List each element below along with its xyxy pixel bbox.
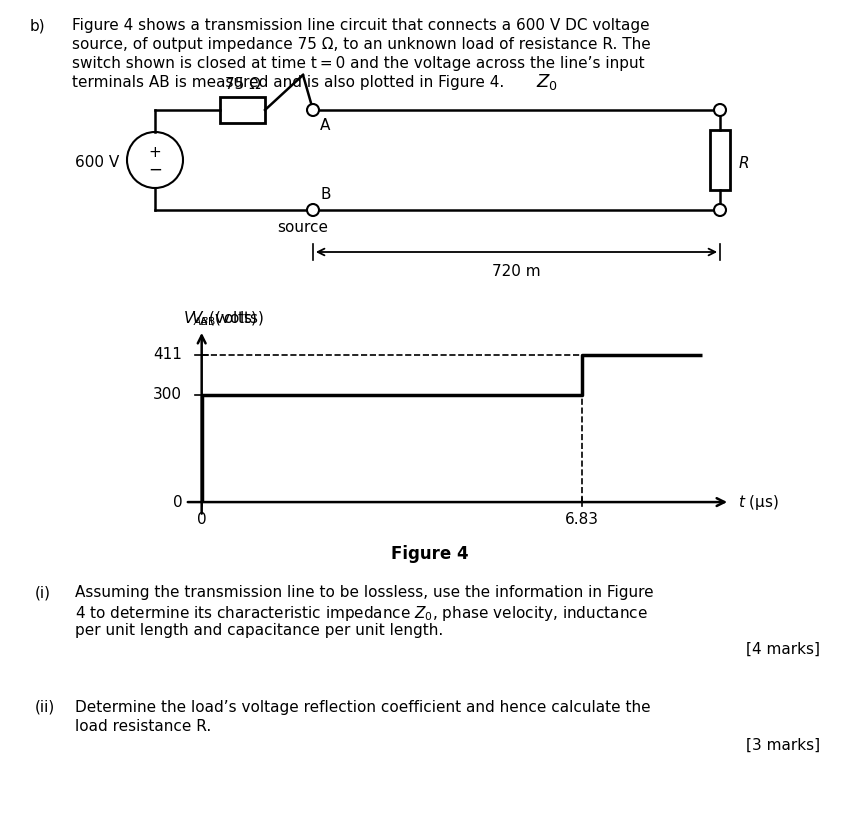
Text: −: − <box>148 161 162 179</box>
Text: Figure 4 shows a transmission line circuit that connects a 600 V DC voltage: Figure 4 shows a transmission line circu… <box>72 18 649 33</box>
Text: Assuming the transmission line to be lossless, use the information in Figure: Assuming the transmission line to be los… <box>75 585 654 600</box>
Circle shape <box>307 204 319 216</box>
Text: [4 marks]: [4 marks] <box>746 642 820 657</box>
Text: [3 marks]: [3 marks] <box>746 738 820 753</box>
Bar <box>220 97 265 123</box>
Text: (ii): (ii) <box>35 700 55 715</box>
Text: $Z_0$: $Z_0$ <box>536 72 557 92</box>
Text: switch shown is closed at time t = 0 and the voltage across the line’s input: switch shown is closed at time t = 0 and… <box>72 56 645 71</box>
Text: $V_{\!\mathrm{AB}}$(volts): $V_{\!\mathrm{AB}}$(volts) <box>191 310 263 328</box>
Text: 4 to determine its characteristic impedance $Z_0$, phase velocity, inductance: 4 to determine its characteristic impeda… <box>75 604 648 623</box>
Text: source, of output impedance 75 Ω, to an unknown load of resistance R. The: source, of output impedance 75 Ω, to an … <box>72 37 651 52</box>
Text: 0: 0 <box>173 494 182 509</box>
Text: load resistance R.: load resistance R. <box>75 719 212 734</box>
Text: B: B <box>320 187 330 202</box>
Text: 300: 300 <box>153 387 182 402</box>
Text: 0: 0 <box>197 512 206 527</box>
Text: Figure 4: Figure 4 <box>391 545 469 563</box>
Text: $V_{AB}$(volts): $V_{AB}$(volts) <box>183 310 257 328</box>
Text: $t$ (μs): $t$ (μs) <box>739 493 779 512</box>
Text: 6.83: 6.83 <box>564 512 599 527</box>
Text: (i): (i) <box>35 585 51 600</box>
Text: +: + <box>149 144 162 160</box>
Bar <box>710 130 730 190</box>
Circle shape <box>714 204 726 216</box>
Text: 720 m: 720 m <box>492 264 541 279</box>
Text: $R$: $R$ <box>738 155 749 171</box>
Text: 75 Ω: 75 Ω <box>224 77 261 92</box>
Text: 600 V: 600 V <box>75 155 119 170</box>
Circle shape <box>307 104 319 116</box>
Text: A: A <box>320 118 330 133</box>
Text: terminals AB is measured and is also plotted in Figure 4.: terminals AB is measured and is also plo… <box>72 75 504 90</box>
Text: b): b) <box>30 18 46 33</box>
Text: source: source <box>278 220 329 235</box>
Circle shape <box>714 104 726 116</box>
Text: Determine the load’s voltage reflection coefficient and hence calculate the: Determine the load’s voltage reflection … <box>75 700 651 715</box>
Text: per unit length and capacitance per unit length.: per unit length and capacitance per unit… <box>75 623 443 638</box>
Text: 411: 411 <box>153 347 182 363</box>
